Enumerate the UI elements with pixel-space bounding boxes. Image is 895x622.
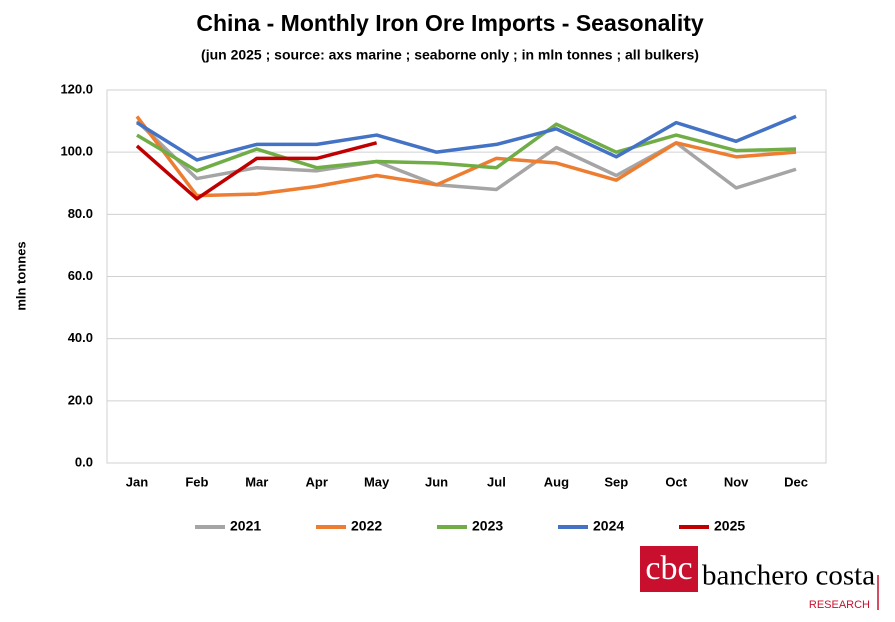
legend-label: 2021: [230, 518, 261, 534]
x-tick-label: Jun: [425, 474, 448, 489]
x-tick-label: Apr: [306, 474, 328, 489]
x-tick-label: May: [364, 474, 390, 489]
chart-subtitle: (jun 2025 ; source: axs marine ; seaborn…: [201, 47, 699, 63]
chart-title: China - Monthly Iron Ore Imports - Seaso…: [196, 10, 704, 36]
x-tick-label: Aug: [544, 474, 569, 489]
y-tick-label: 60.0: [68, 268, 93, 283]
logo-tagline: RESEARCH: [809, 599, 870, 611]
x-tick-label: Oct: [665, 474, 687, 489]
logo-name: banchero costa: [702, 560, 875, 592]
y-tick-label: 120.0: [60, 81, 93, 96]
x-tick-label: Nov: [724, 474, 749, 489]
x-tick-label: Feb: [185, 474, 208, 489]
y-tick-label: 0.0: [75, 454, 93, 469]
data-line: [136, 114, 797, 162]
data-line: [136, 122, 797, 173]
legend-label: 2022: [351, 518, 382, 534]
legend-label: 2025: [714, 518, 745, 534]
y-tick-label: 100.0: [60, 144, 93, 159]
y-tick-label: 20.0: [68, 392, 93, 407]
data-line: [135, 115, 797, 198]
y-tick-label: 40.0: [68, 330, 93, 345]
data-line: [135, 141, 378, 201]
legend-label: 2023: [472, 518, 503, 534]
x-tick-label: Jan: [126, 474, 148, 489]
x-tick-label: Sep: [604, 474, 628, 489]
logo-mark: cbc: [640, 546, 879, 610]
legend-label: 2024: [593, 518, 624, 534]
x-tick-label: Dec: [784, 474, 808, 489]
y-axis-label: mln tonnes: [13, 241, 28, 310]
x-tick-label: Jul: [487, 474, 506, 489]
x-tick-label: Mar: [245, 474, 268, 489]
svg-text:cbc: cbc: [645, 550, 692, 587]
y-tick-label: 80.0: [68, 206, 93, 221]
data-line: [135, 119, 797, 192]
